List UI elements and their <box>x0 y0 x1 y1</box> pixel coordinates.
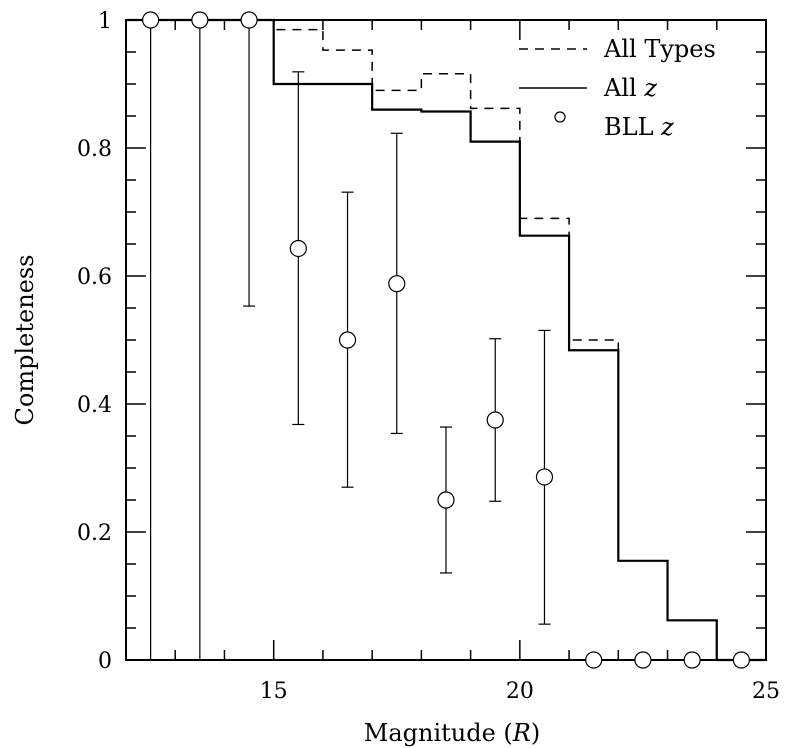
bll-point <box>437 491 455 509</box>
y-tick-label: 0 <box>98 649 112 674</box>
legend-bll-z-marker <box>554 111 566 123</box>
axis-ticks <box>125 19 767 661</box>
x-axis-label-suffix: ) <box>531 719 540 747</box>
x-tick-label: 20 <box>506 679 534 704</box>
legend-bll-z-italic: z <box>660 113 674 141</box>
bll-point <box>535 468 554 486</box>
legend-all-z-label: All z <box>603 74 657 102</box>
y-tick-label: 0.6 <box>77 265 112 290</box>
bll-point <box>142 11 160 29</box>
legend: All Types All z BLL z <box>519 35 716 141</box>
legend-bll-z-prefix: BLL <box>604 113 661 141</box>
y-tick-label: 0.4 <box>77 393 112 418</box>
x-axis-label-italic: R <box>512 719 531 747</box>
y-tick-label: 0.8 <box>77 137 112 162</box>
bll-point <box>732 651 750 669</box>
bll-point <box>388 275 406 293</box>
x-tick-label: 25 <box>752 679 780 704</box>
y-tick-label: 1 <box>98 9 112 34</box>
x-axis-label: Magnitude (R) <box>364 719 541 747</box>
legend-all-z-prefix: All <box>603 74 644 102</box>
series-layer <box>126 11 766 669</box>
y-axis-label: Completeness <box>11 255 39 426</box>
bll-point <box>683 651 701 669</box>
bll-point <box>289 239 307 258</box>
bll-point <box>338 331 357 349</box>
x-axis-label-prefix: Magnitude ( <box>364 719 513 747</box>
legend-all-z-italic: z <box>643 74 657 102</box>
series-all-z-step <box>126 18 766 662</box>
legend-bll-z-label: BLL z <box>604 113 674 141</box>
y-tick-label: 0.2 <box>77 521 112 546</box>
bll-point <box>634 651 652 669</box>
bll-point <box>486 411 504 429</box>
bll-point <box>585 651 603 669</box>
legend-all-types-label: All Types <box>603 35 716 63</box>
x-tick-label: 15 <box>260 679 288 704</box>
bll-point <box>191 11 209 29</box>
tick-labels: 15 20 25 0 0.2 0.4 0.6 0.8 1 <box>77 9 780 704</box>
bll-point <box>240 11 258 29</box>
